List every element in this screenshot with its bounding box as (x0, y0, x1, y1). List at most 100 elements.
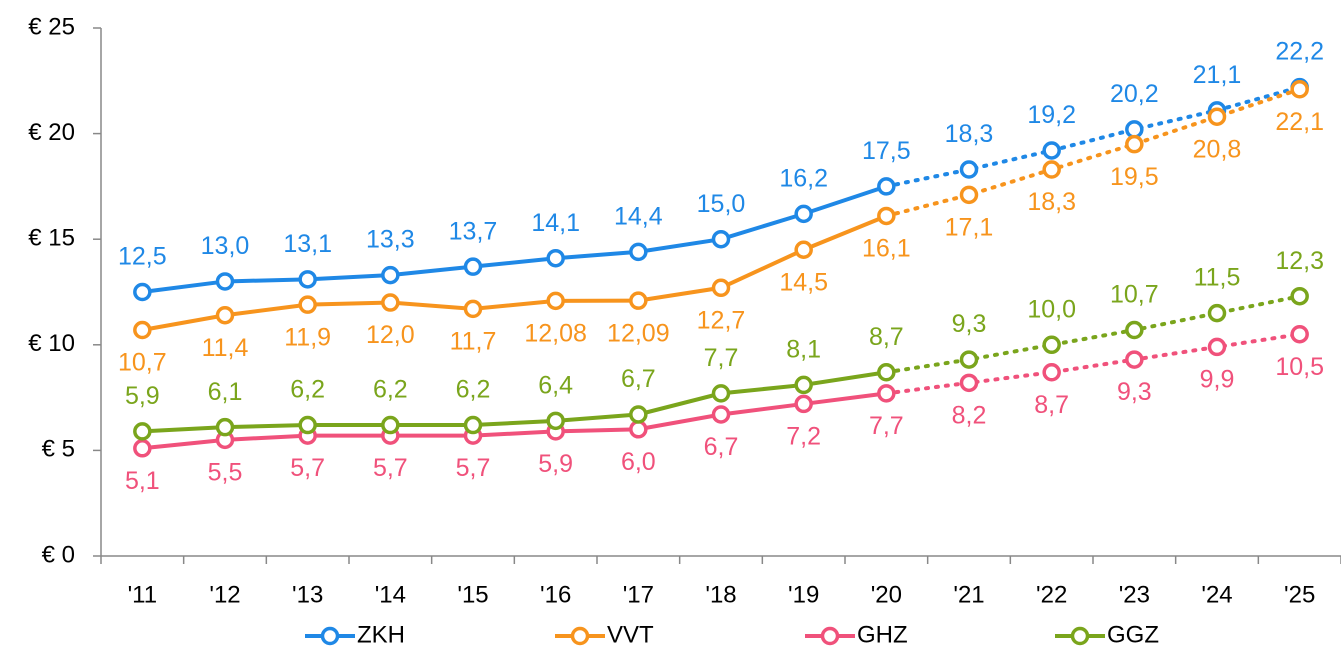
data-label: 10,7 (1110, 281, 1159, 309)
marker (711, 405, 731, 424)
data-label: 5,9 (538, 450, 573, 478)
data-label: 6,2 (373, 376, 408, 404)
data-label: 6,7 (621, 365, 656, 393)
marker (381, 265, 400, 285)
data-label: 5,5 (208, 458, 243, 486)
marker (877, 177, 896, 196)
data-label: 6,0 (621, 448, 656, 476)
line-projection (884, 294, 1302, 375)
data-label: 16,2 (779, 164, 828, 192)
x-tick-label: '14 (375, 581, 406, 608)
data-label: 17,1 (945, 213, 994, 241)
marker (463, 299, 483, 319)
data-label: 9,3 (1117, 378, 1152, 406)
data-label: 12,7 (697, 306, 746, 334)
marker (629, 242, 648, 262)
x-tick-label: '24 (1201, 581, 1232, 608)
x-tick-label: '11 (128, 581, 158, 608)
x-tick-label: '23 (1119, 581, 1150, 608)
data-label: 13,0 (201, 232, 250, 260)
data-label: 20,8 (1193, 135, 1242, 163)
legend-marker (570, 626, 590, 646)
marker (877, 384, 896, 403)
legend-label: GGZ (1107, 621, 1159, 648)
marker (877, 363, 896, 382)
data-label: 6,1 (208, 378, 243, 406)
x-tick-label: '21 (953, 581, 984, 608)
data-label: 13,1 (283, 230, 332, 258)
marker (794, 375, 813, 395)
y-tick-label: € 5 (42, 436, 75, 463)
x-tick-label: '15 (457, 581, 488, 608)
data-label: 10,7 (118, 349, 167, 377)
data-label: 19,5 (1110, 163, 1159, 191)
marker (1290, 324, 1309, 344)
x-tick-label: '17 (623, 581, 654, 608)
marker (1290, 79, 1309, 99)
data-label: 11,7 (450, 328, 497, 356)
data-label: 5,1 (125, 467, 160, 495)
marker (794, 240, 813, 260)
data-label: 22,1 (1275, 108, 1324, 136)
marker (298, 415, 317, 435)
data-label: 7,7 (869, 412, 904, 440)
data-label: 20,2 (1110, 80, 1159, 108)
data-label: 7,2 (786, 423, 821, 451)
line-projection (884, 85, 1302, 189)
data-label: 5,7 (290, 454, 325, 482)
data-label: 15,0 (697, 190, 746, 218)
marker (546, 248, 565, 268)
data-label: 12,09 (607, 319, 670, 347)
marker (546, 411, 565, 431)
marker (133, 422, 152, 441)
data-label: 9,3 (952, 310, 987, 338)
marker (215, 305, 235, 325)
marker (298, 295, 317, 314)
data-label: 18,3 (1027, 188, 1076, 216)
data-label: 13,3 (366, 226, 415, 254)
legend-marker (1070, 626, 1090, 646)
line (140, 213, 889, 333)
marker (711, 229, 731, 249)
marker (794, 394, 813, 414)
marker (959, 373, 979, 393)
data-label: 11,9 (284, 323, 331, 351)
data-label: 12,0 (366, 321, 415, 349)
data-label: 5,9 (125, 382, 160, 410)
data-label: 6,4 (538, 371, 573, 399)
marker (1290, 286, 1309, 306)
marker (1042, 160, 1061, 179)
marker (298, 270, 317, 289)
line (140, 184, 889, 294)
data-label: 17,5 (862, 137, 911, 165)
marker (1207, 303, 1227, 323)
marker (711, 384, 731, 403)
data-label: 13,7 (449, 217, 498, 245)
marker (463, 415, 483, 435)
data-label: 14,5 (779, 268, 828, 296)
data-label: 6,2 (456, 376, 491, 404)
x-tick-label: '20 (871, 581, 902, 608)
data-label: 14,1 (531, 209, 580, 237)
marker (546, 291, 565, 311)
legend-marker (320, 626, 340, 646)
y-tick-label: € 15 (28, 225, 75, 252)
marker (1042, 335, 1061, 355)
data-label: 22,2 (1275, 38, 1324, 66)
data-label: 8,7 (1034, 391, 1069, 419)
marker (133, 439, 152, 458)
data-label: 7,7 (704, 344, 739, 372)
marker (1125, 134, 1144, 154)
data-label: 14,4 (614, 202, 663, 230)
data-label: 11,5 (1194, 264, 1241, 292)
data-label: 9,9 (1200, 366, 1235, 394)
data-label: 6,7 (704, 433, 739, 461)
legend-label: VVT (607, 621, 654, 648)
data-label: 8,1 (786, 336, 821, 364)
marker (463, 257, 483, 276)
marker (877, 206, 896, 226)
data-label: 12,08 (524, 319, 587, 347)
legend-label: GHZ (857, 621, 908, 648)
marker (1042, 141, 1061, 160)
